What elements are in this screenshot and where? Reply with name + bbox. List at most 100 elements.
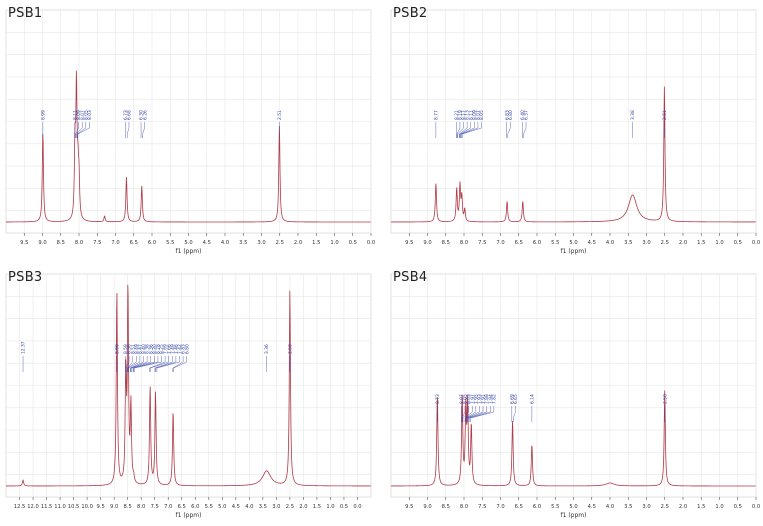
panel-title: PSB3 <box>8 270 43 285</box>
x-tick-label: 11.5 <box>41 504 53 510</box>
peak-label: 8.28 <box>156 344 162 354</box>
x-tick-label: 1.5 <box>312 240 320 246</box>
peak-leader <box>459 122 468 138</box>
x-tick-label: 10.5 <box>68 504 80 510</box>
x-tick-label: 8.5 <box>57 240 65 246</box>
x-tick-label: 4.0 <box>606 504 614 510</box>
x-tick-label: 1.5 <box>697 504 705 510</box>
peak-leader <box>172 356 184 372</box>
peak-label: 6.14 <box>529 394 535 404</box>
peak-label: 8.11 <box>468 110 474 120</box>
x-tick-label: 2.5 <box>276 240 284 246</box>
peak-leader <box>130 356 148 372</box>
peak-label: 7.95 <box>473 394 479 404</box>
x-tick-label: 5.0 <box>218 504 226 510</box>
peak-leader <box>513 406 516 422</box>
x-tick-label: 7.0 <box>111 240 119 246</box>
x-tick-label: 8.5 <box>442 240 450 246</box>
peak-label: 7.66 <box>166 344 172 354</box>
x-tick-label: 4.5 <box>203 240 211 246</box>
peak-leader <box>468 406 487 422</box>
peak-label: 8.36 <box>148 344 154 354</box>
peak-label: 3.36 <box>264 344 270 354</box>
x-tick-label: 6.0 <box>148 240 156 246</box>
peak-label: 8.77 <box>433 110 439 120</box>
peak-label: 8.03 <box>87 110 93 120</box>
peak-leader <box>133 356 159 372</box>
peak-leader <box>156 356 180 372</box>
x-tick-label: 2.0 <box>299 504 307 510</box>
x-tick-label: 11.0 <box>54 504 66 510</box>
peak-leader <box>465 406 477 422</box>
panel-title: PSB1 <box>8 6 43 21</box>
x-tick-label: 9.0 <box>110 504 118 510</box>
peak-label: 2.50 <box>662 394 668 404</box>
x-tick-label: 0.0 <box>752 240 760 246</box>
peak-label: 6.40 <box>520 110 526 120</box>
x-tick-label: 0.5 <box>734 504 742 510</box>
peak-leader <box>507 122 511 138</box>
x-tick-label: 3.5 <box>624 240 632 246</box>
nmr-panel-psb2: 9.5 9.0 8.5 8.0 7.5 7.0 6.5 6.0 5.5 5.0 4.5 4.0 3.5 3… <box>385 0 763 262</box>
spectrum-psb3: 12.5 12.0 11.5 11.0 10.5 10.0 9.5 9.0 8.5 8.0 7.5 7… <box>5 273 372 519</box>
peak-label: 8.03 <box>466 394 472 404</box>
x-tick-label: 8.5 <box>124 504 132 510</box>
peak-label: 7.82 <box>491 394 497 404</box>
x-tick-label: 7.5 <box>478 504 486 510</box>
x-tick-label: 3.5 <box>239 240 247 246</box>
peak-label: 6.65 <box>513 394 519 404</box>
peak-leader <box>460 122 475 138</box>
peak-label: 7.93 <box>477 394 483 404</box>
peak-label: 7.69 <box>163 344 169 354</box>
peak-leader <box>75 122 79 138</box>
peak-label: 2.51 <box>662 110 668 120</box>
peak-leader <box>131 356 151 372</box>
x-tick-label: 1.5 <box>313 504 321 510</box>
x-tick-label: 8.0 <box>75 240 83 246</box>
peak-leader <box>76 122 83 138</box>
panel-title: PSB4 <box>393 270 428 285</box>
x-tick-label: 2.0 <box>294 240 302 246</box>
peak-label: 6.26 <box>142 110 148 120</box>
peak-leader <box>142 122 145 138</box>
peak-label: 12.37 <box>21 341 27 354</box>
peak-leader <box>154 356 173 372</box>
peak-leader <box>466 406 480 422</box>
x-tick-label: 4.5 <box>588 504 596 510</box>
peak-label: 8.05 <box>463 394 469 404</box>
x-tick-label: 7.0 <box>496 240 504 246</box>
x-tick-label: 3.0 <box>642 240 650 246</box>
x-tick-label: 5.0 <box>184 240 192 246</box>
peak-leader <box>173 356 187 372</box>
peak-label: 7.42 <box>177 344 183 354</box>
x-tick-label: 5.0 <box>569 240 577 246</box>
peak-label: 8.90 <box>114 344 120 354</box>
x-tick-label: 2.5 <box>286 504 294 510</box>
x-tick-label: 2.5 <box>661 504 669 510</box>
x-tick-label: 5.0 <box>569 504 577 510</box>
x-tick-label: 4.0 <box>606 240 614 246</box>
peak-label: 7.97 <box>470 394 476 404</box>
x-tick-label: 5.5 <box>166 240 174 246</box>
x-axis-label: f1 (ppm) <box>176 248 202 255</box>
peak-label: 8.13 <box>465 110 471 120</box>
peak-label: 6.30 <box>139 110 145 120</box>
x-tick-label: 1.0 <box>715 240 723 246</box>
peak-label: 8.07 <box>459 394 465 404</box>
peak-label: 2.51 <box>277 110 283 120</box>
peak-label: 8.07 <box>80 110 86 120</box>
x-tick-label: 9.5 <box>405 240 413 246</box>
peak-label: 8.40 <box>141 344 147 354</box>
peak-label: 6.80 <box>184 344 190 354</box>
peak-leader <box>459 122 471 138</box>
peak-label: 6.37 <box>524 110 530 120</box>
peak-leader <box>523 122 527 138</box>
x-tick-label: 6.5 <box>130 240 138 246</box>
x-tick-label: 8.5 <box>442 504 450 510</box>
spectrum-trace <box>391 86 756 223</box>
peak-label: 8.05 <box>479 110 485 120</box>
peak-label: 7.84 <box>488 394 494 404</box>
peak-label: 8.99 <box>40 110 46 120</box>
peak-leader <box>456 122 461 138</box>
x-axis-label: f1 (ppm) <box>561 248 587 255</box>
